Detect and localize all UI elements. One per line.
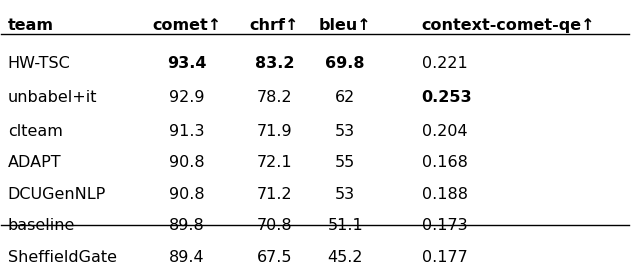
Text: 67.5: 67.5 [257, 250, 292, 264]
Text: 70.8: 70.8 [257, 218, 292, 233]
Text: 45.2: 45.2 [328, 250, 363, 264]
Text: 62: 62 [335, 90, 355, 105]
Text: 0.173: 0.173 [422, 218, 467, 233]
Text: comet↑: comet↑ [152, 18, 221, 33]
Text: 0.221: 0.221 [422, 56, 467, 71]
Text: 53: 53 [335, 124, 355, 139]
Text: 0.188: 0.188 [422, 187, 468, 202]
Text: team: team [8, 18, 54, 33]
Text: 0.204: 0.204 [422, 124, 467, 139]
Text: 91.3: 91.3 [169, 124, 204, 139]
Text: bleu↑: bleu↑ [319, 18, 371, 33]
Text: 0.168: 0.168 [422, 155, 468, 170]
Text: chrf↑: chrf↑ [250, 18, 299, 33]
Text: 0.253: 0.253 [422, 90, 472, 105]
Text: baseline: baseline [8, 218, 75, 233]
Text: 89.8: 89.8 [168, 218, 204, 233]
Text: clteam: clteam [8, 124, 63, 139]
Text: 51.1: 51.1 [327, 218, 363, 233]
Text: 83.2: 83.2 [255, 56, 294, 71]
Text: 93.4: 93.4 [167, 56, 206, 71]
Text: 71.9: 71.9 [257, 124, 292, 139]
Text: 89.4: 89.4 [169, 250, 204, 264]
Text: 69.8: 69.8 [326, 56, 365, 71]
Text: 0.177: 0.177 [422, 250, 467, 264]
Text: 55: 55 [335, 155, 355, 170]
Text: context-comet-qe↑: context-comet-qe↑ [422, 18, 595, 33]
Text: DCUGenNLP: DCUGenNLP [8, 187, 106, 202]
Text: SheffieldGate: SheffieldGate [8, 250, 116, 264]
Text: unbabel+it: unbabel+it [8, 90, 97, 105]
Text: 90.8: 90.8 [169, 187, 204, 202]
Text: ADAPT: ADAPT [8, 155, 61, 170]
Text: 92.9: 92.9 [169, 90, 204, 105]
Text: 72.1: 72.1 [257, 155, 292, 170]
Text: 78.2: 78.2 [257, 90, 292, 105]
Text: HW-TSC: HW-TSC [8, 56, 70, 71]
Text: 53: 53 [335, 187, 355, 202]
Text: 71.2: 71.2 [257, 187, 292, 202]
Text: 90.8: 90.8 [169, 155, 204, 170]
